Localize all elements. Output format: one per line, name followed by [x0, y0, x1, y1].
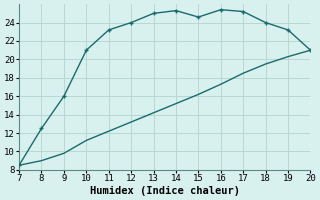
X-axis label: Humidex (Indice chaleur): Humidex (Indice chaleur) — [90, 186, 240, 196]
